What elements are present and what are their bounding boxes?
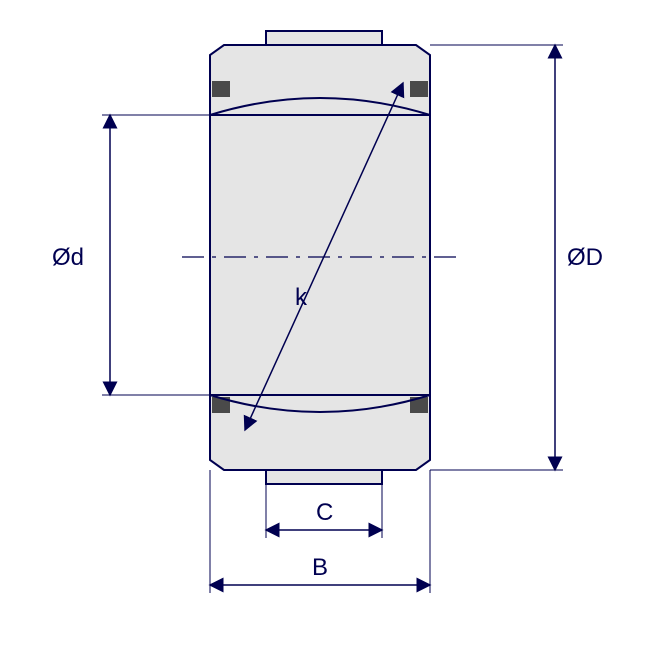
dimension-B-label: B	[312, 554, 328, 581]
dimension-k-label: k	[295, 284, 308, 311]
dimension-D-label: ØD	[567, 244, 603, 271]
outer-tab-top	[266, 31, 382, 45]
dimension-C-label: C	[316, 499, 333, 526]
seal-block	[212, 81, 230, 97]
dimension-d-label: Ød	[52, 244, 84, 271]
outer-tab-bottom	[266, 470, 382, 484]
inner-race-fill	[210, 98, 430, 412]
seal-block	[410, 81, 428, 97]
